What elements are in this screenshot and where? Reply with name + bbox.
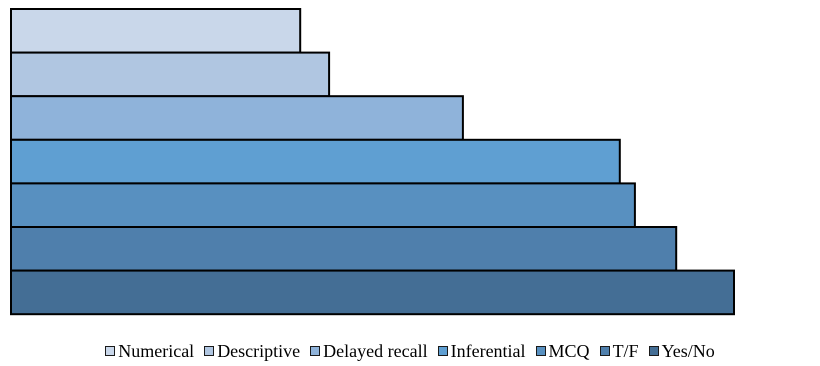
bar-numerical (10, 8, 302, 54)
bar-chart (10, 8, 735, 316)
legend-item: Yes/No (648, 340, 715, 362)
legend-label: Yes/No (661, 340, 715, 361)
bar-descriptive (10, 51, 331, 98)
bar-yes-no (10, 269, 735, 316)
legend-item: T/F (599, 340, 639, 362)
legend-label: Numerical (118, 340, 195, 361)
legend-label: Inferential (450, 340, 526, 361)
legend-label: Delayed recall (323, 340, 428, 361)
bar-inferential (10, 138, 621, 185)
bar-mcq (10, 182, 636, 228)
legend-swatch (599, 346, 610, 356)
legend-item: MCQ (535, 340, 590, 362)
legend-item: Inferential (437, 340, 526, 362)
chart-legend: Numerical Descriptive Delayed recall Infere… (0, 338, 820, 364)
legend-item: Numerical (105, 341, 194, 362)
legend-swatch (437, 346, 448, 356)
legend-swatch (310, 346, 321, 356)
bar-delayed-recall (10, 95, 464, 141)
legend-label: Descriptive (217, 340, 301, 361)
legend-swatch (535, 346, 546, 356)
bar-t-f (10, 226, 678, 272)
legend-item: Delayed recall (310, 340, 428, 362)
legend-label: MCQ (548, 340, 590, 361)
legend-item: Descriptive (204, 341, 300, 362)
legend-swatch (648, 346, 659, 356)
legend-label: T/F (612, 340, 639, 361)
legend-swatch (204, 346, 215, 356)
legend-swatch (105, 346, 116, 356)
